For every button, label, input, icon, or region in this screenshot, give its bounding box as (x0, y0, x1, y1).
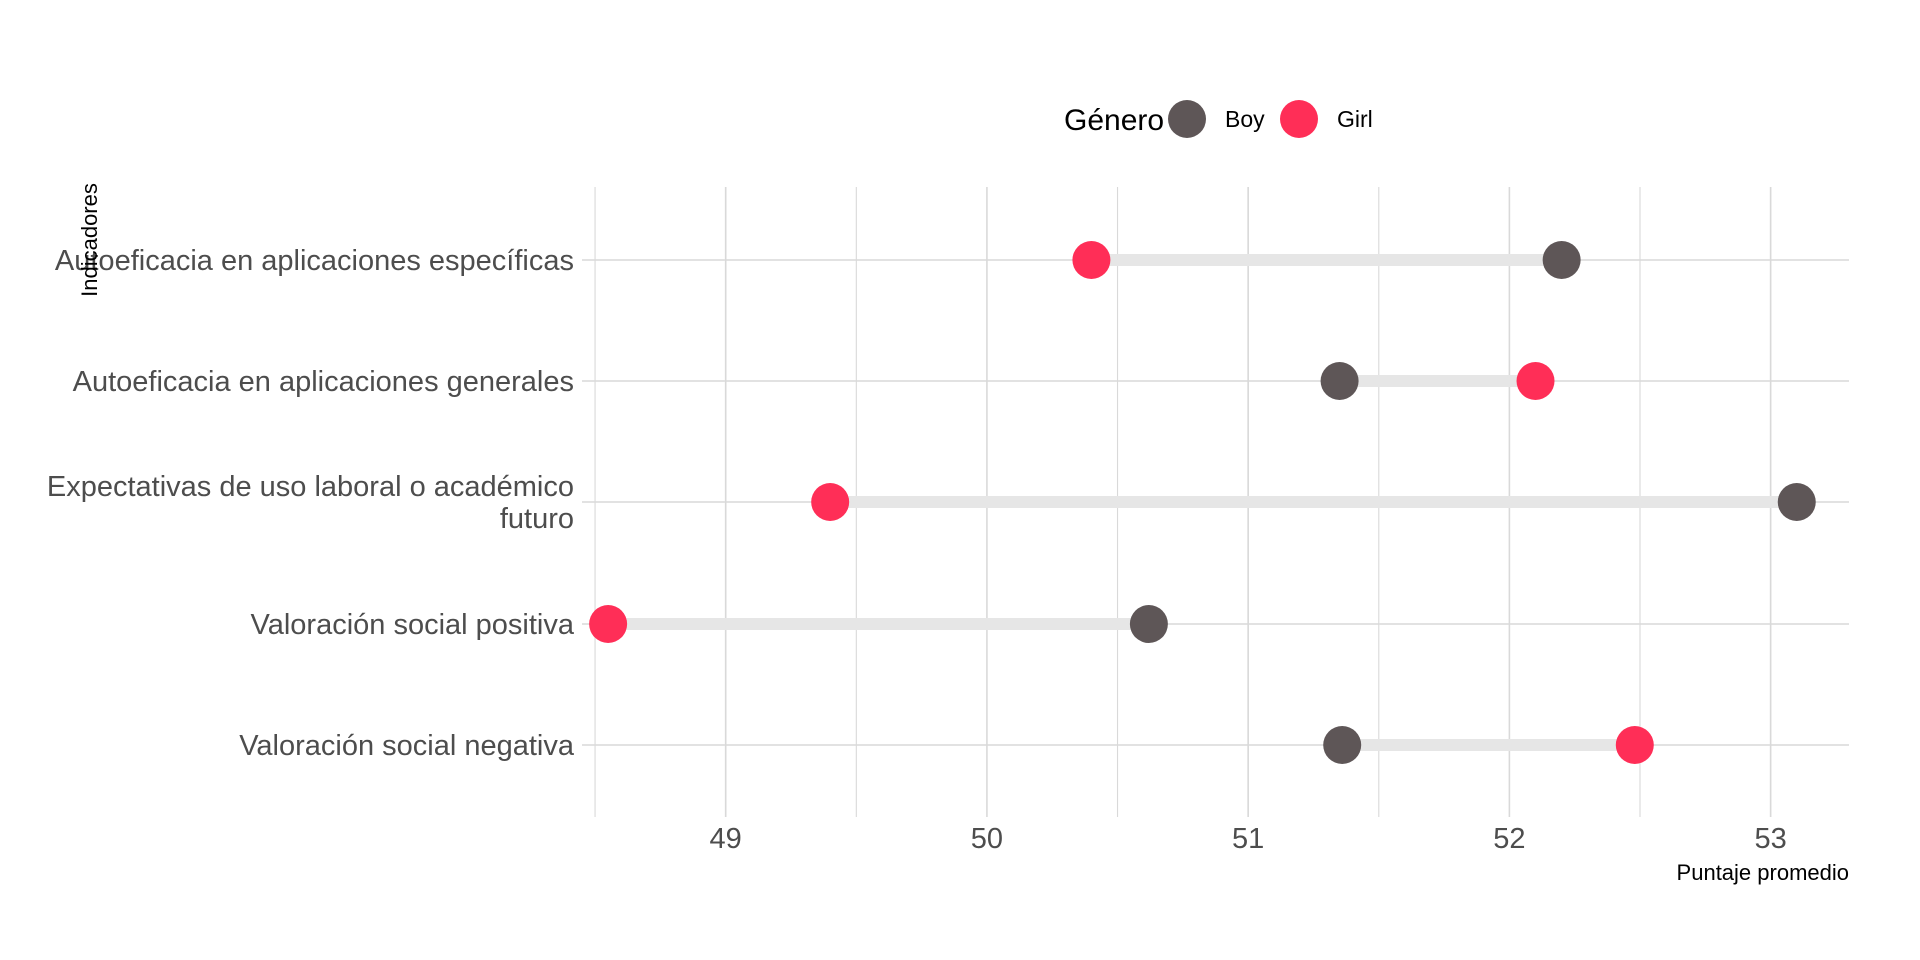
x-tick-label: 50 (971, 823, 1003, 855)
x-tick-label: 49 (710, 823, 742, 855)
legend-swatch-boy (1168, 100, 1206, 138)
point-boy (1777, 483, 1816, 521)
point-boy (1323, 726, 1362, 764)
point-layer (589, 241, 1816, 764)
point-boy (1129, 605, 1168, 643)
category-label: Autoeficacia en aplicaciones específicas (55, 245, 574, 277)
category-label: Valoración social positiva (251, 609, 575, 641)
legend: Género Boy Girl (1064, 100, 1373, 138)
y-axis-title: Indicadores (77, 183, 102, 297)
point-girl (1516, 362, 1555, 400)
point-boy (1542, 241, 1581, 279)
point-girl (1072, 241, 1111, 279)
x-tick-label: 51 (1232, 823, 1264, 855)
legend-swatch-girl (1280, 100, 1318, 138)
point-girl (1615, 726, 1654, 764)
category-label: Expectativas de uso laboral o académico f… (47, 471, 574, 535)
point-girl (589, 605, 628, 643)
connector-layer (608, 254, 1797, 751)
x-tick-label: 53 (1754, 823, 1786, 855)
category-label: Valoración social negativa (239, 730, 575, 762)
point-boy (1320, 362, 1359, 400)
x-axis-title: Puntaje promedio (1677, 860, 1849, 885)
legend-title: Género (1064, 104, 1164, 137)
label-layer: 49 50 51 52 53 Autoeficacia en aplicaciones e… (47, 245, 1787, 855)
point-girl (811, 483, 850, 521)
legend-label-boy: Boy (1225, 106, 1265, 132)
legend-label-girl: Girl (1337, 106, 1373, 132)
category-label: Autoeficacia en aplicaciones generales (73, 366, 574, 398)
x-tick-label: 52 (1493, 823, 1525, 855)
